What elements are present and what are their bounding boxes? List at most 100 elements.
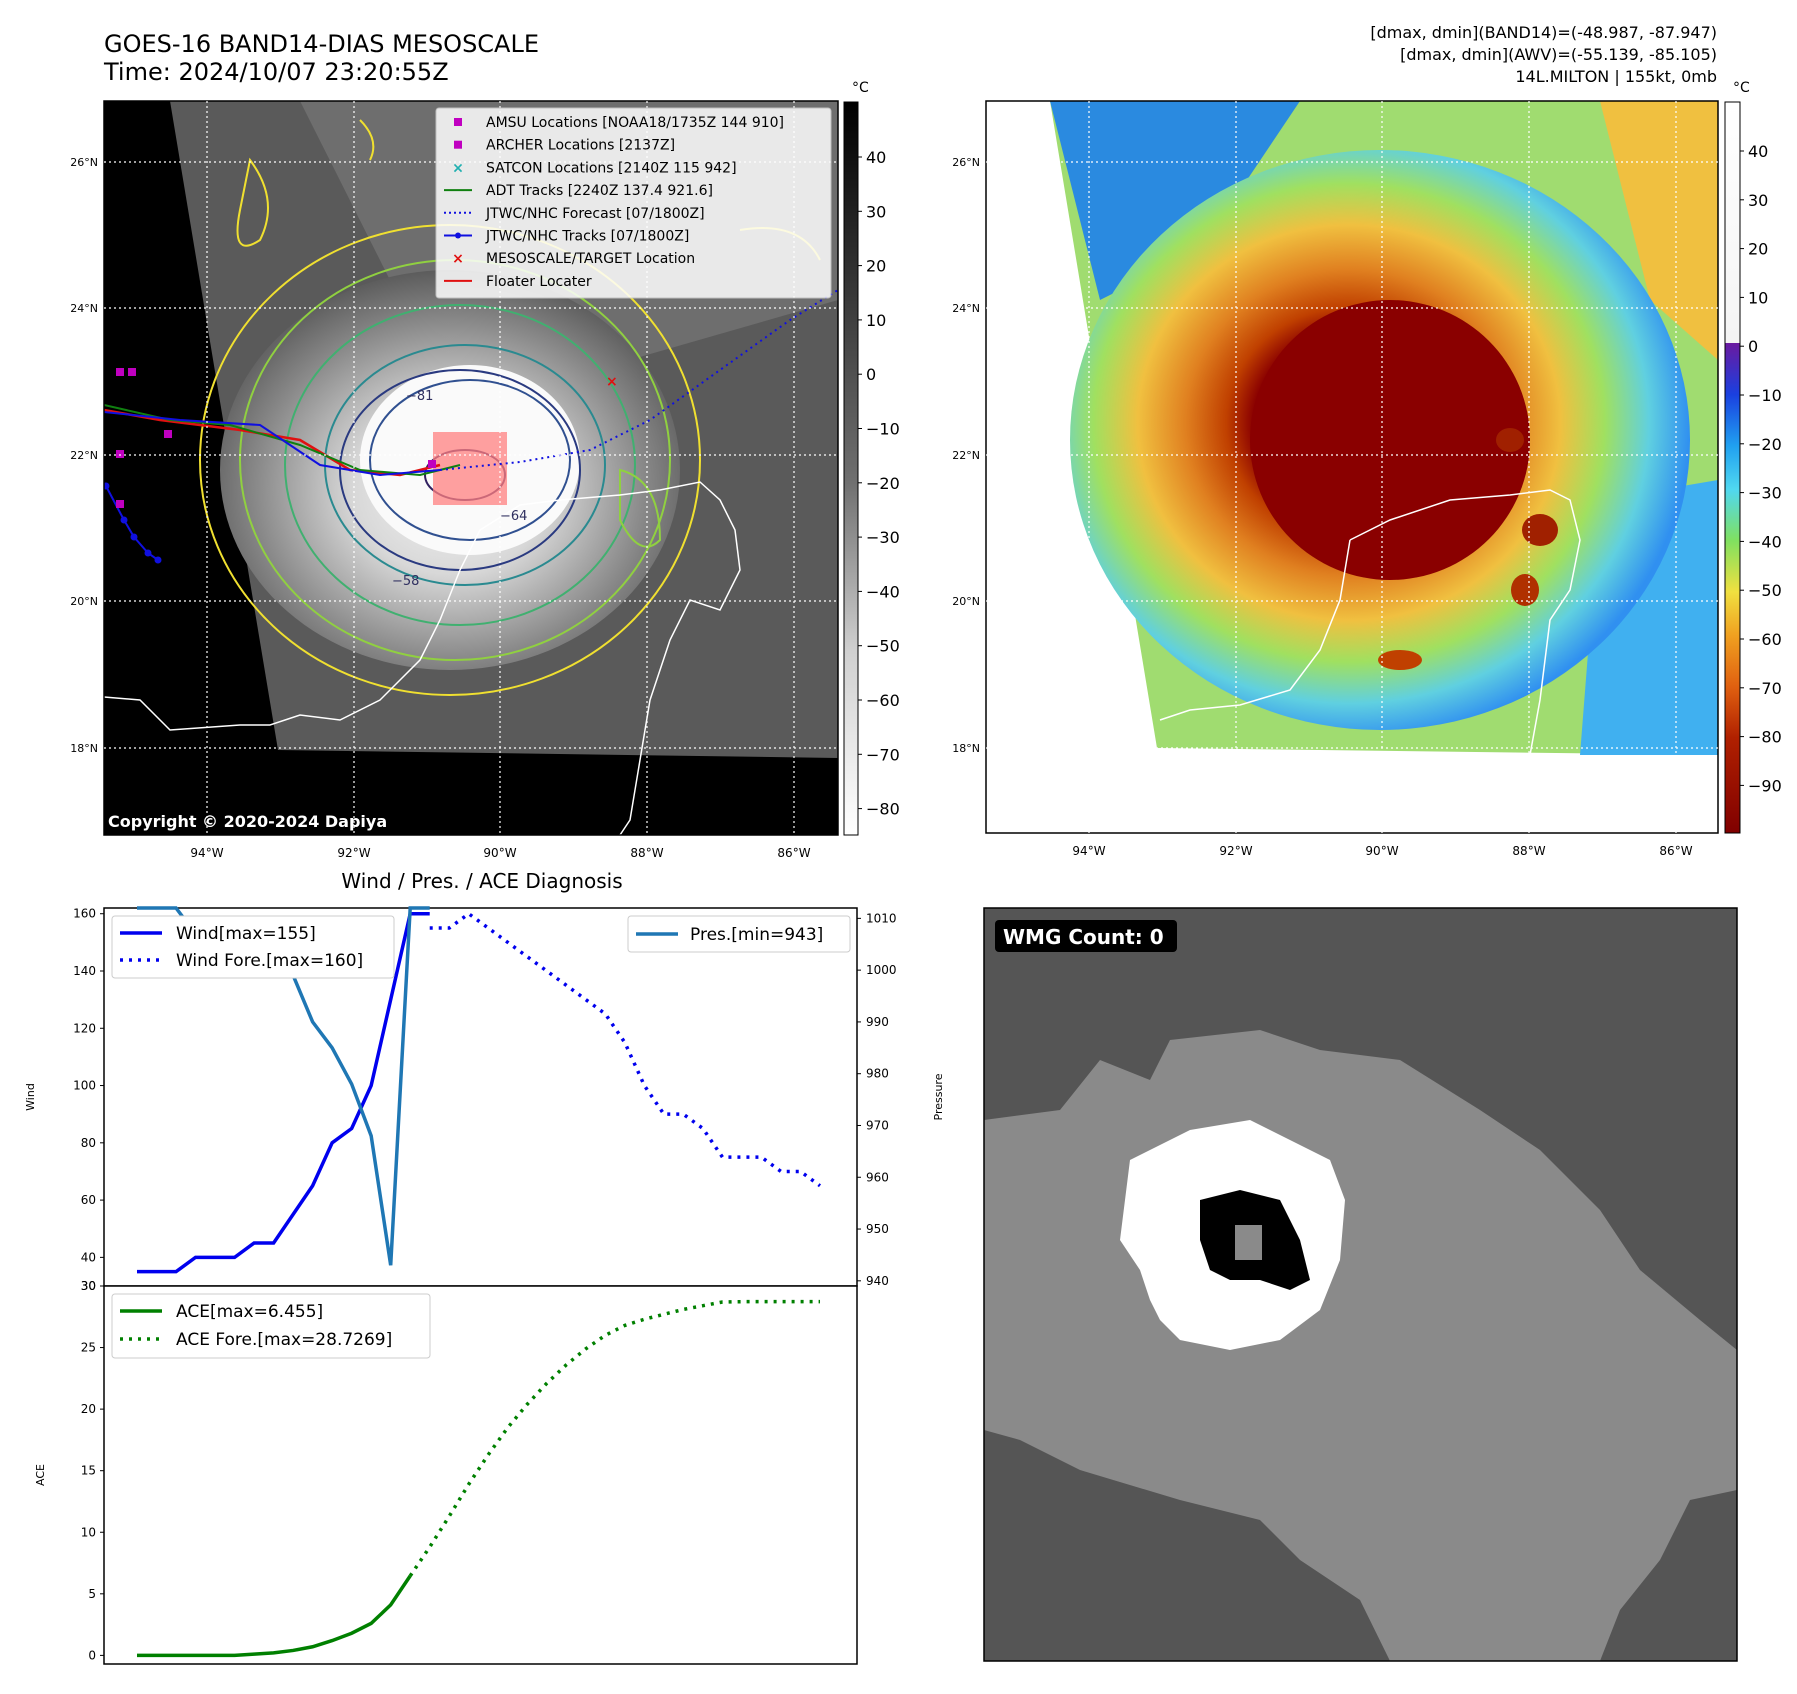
legend-marker-dot xyxy=(455,233,461,239)
lat-tick-label: 24°N xyxy=(952,302,980,315)
colorbar-right-tick-label: 40 xyxy=(1748,142,1768,161)
wind-ytick-label: 80 xyxy=(81,1136,96,1150)
contour-label: −64 xyxy=(500,509,527,524)
colorbar-right-tick-label: −50 xyxy=(1748,581,1782,600)
legend-marker: × xyxy=(452,160,464,176)
lat-tick-label: 22°N xyxy=(952,449,980,462)
copyright-text: Copyright © 2020-2024 Dapiya xyxy=(108,812,387,831)
lon-tick-label: 90°W xyxy=(483,846,516,860)
wmg-count-label: WMG Count: 0 xyxy=(1003,925,1164,949)
pressure-ytick-label: 990 xyxy=(866,1015,889,1029)
lon-tick-label: 92°W xyxy=(1219,844,1252,858)
colorbar-right-unit: °C xyxy=(1733,80,1750,96)
lat-tick-label: 22°N xyxy=(70,449,98,462)
colorbar-left-tick-label: −10 xyxy=(866,420,900,439)
lat-tick-label: 24°N xyxy=(70,302,98,315)
pressure-ytick-label: 960 xyxy=(866,1170,889,1184)
wmg-panel: WMG Count: 0 xyxy=(984,908,1737,1661)
colorbar-left-tick-label: −70 xyxy=(866,745,900,764)
legend-box xyxy=(436,108,831,298)
colorbar-left-tick-label: −30 xyxy=(866,528,900,547)
wind-ytick-label: 120 xyxy=(73,1021,96,1035)
legend-label: JTWC/NHC Tracks [07/1800Z] xyxy=(485,229,689,245)
figure-time: Time: 2024/10/07 23:20:55Z xyxy=(103,58,449,86)
ace-ytick-label: 25 xyxy=(81,1341,96,1355)
colorbar-right-tick-label: −30 xyxy=(1748,484,1782,503)
legend-marker xyxy=(454,141,462,149)
colorbar-left-tick-label: −60 xyxy=(866,691,900,710)
pressure-ytick-label: 940 xyxy=(866,1274,889,1288)
ace-ytick-label: 15 xyxy=(81,1464,96,1478)
lat-tick-label: 26°N xyxy=(952,156,980,169)
ace-legend: ACE[max=6.455] ACE Fore.[max=28.7269] xyxy=(112,1294,430,1358)
colorbar-right-tick-label: −20 xyxy=(1748,435,1782,454)
lon-tick-label: 94°W xyxy=(1072,844,1105,858)
ace-ytick-label: 5 xyxy=(88,1587,96,1601)
legend-label: ACE Fore.[max=28.7269] xyxy=(176,1330,392,1350)
colorbar-right-tick-label: 10 xyxy=(1748,288,1768,307)
colorbar-right-tick-label: −70 xyxy=(1748,679,1782,698)
lon-tick-label: 86°W xyxy=(1659,844,1692,858)
colorbar-right-tick-label: −60 xyxy=(1748,630,1782,649)
ace-ytick-label: 30 xyxy=(81,1279,96,1293)
colorbar-left-tick-label: 30 xyxy=(866,202,886,221)
pressure-axis-label: Pressure xyxy=(932,1073,945,1120)
legend-label: Wind[max=155] xyxy=(176,924,316,944)
contour-label: −81 xyxy=(406,389,433,404)
legend-label: JTWC/NHC Forecast [07/1800Z] xyxy=(485,206,705,222)
colorbar-left-tick-label: 0 xyxy=(866,365,876,384)
pressure-ytick-label: 1010 xyxy=(866,911,897,925)
colorbar-right xyxy=(1725,102,1740,833)
lat-tick-label: 18°N xyxy=(952,742,980,755)
legend-label: MESOSCALE/TARGET Location xyxy=(486,251,695,267)
legend-label: Wind Fore.[max=160] xyxy=(176,951,363,971)
wind-legend: Wind[max=155] Wind Fore.[max=160] xyxy=(112,916,394,978)
lon-tick-label: 94°W xyxy=(190,846,223,860)
diagnosis-title: Wind / Pres. / ACE Diagnosis xyxy=(341,869,622,893)
dmax-band14: [dmax, dmin](BAND14)=(-48.987, -87.947) xyxy=(1370,23,1717,42)
legend-label: ADT Tracks [2240Z 137.4 921.6] xyxy=(486,183,713,199)
wind-ytick-label: 60 xyxy=(81,1193,96,1207)
pressure-legend: Pres.[min=943] xyxy=(628,916,850,952)
colorbar-left-tick-label: 20 xyxy=(866,257,886,276)
legend-label: ARCHER Locations [2137Z] xyxy=(486,138,675,154)
colorbar-right-tick-label: 0 xyxy=(1748,337,1758,356)
storm-info: 14L.MILTON | 155kt, 0mb xyxy=(1515,67,1717,86)
lon-tick-label: 90°W xyxy=(1365,844,1398,858)
wind-ytick-label: 100 xyxy=(73,1079,96,1093)
legend-marker: × xyxy=(452,251,464,267)
colorbar-left-tick-label: −80 xyxy=(866,800,900,819)
legend-label: ACE[max=6.455] xyxy=(176,1302,323,1322)
colorbar-left xyxy=(844,102,858,835)
wind-ytick-label: 40 xyxy=(81,1250,96,1264)
lat-tick-label: 26°N xyxy=(70,156,98,169)
lat-tick-label: 18°N xyxy=(70,742,98,755)
pressure-ytick-label: 950 xyxy=(866,1222,889,1236)
colorbar-left-unit: °C xyxy=(852,80,869,96)
ace-ytick-label: 10 xyxy=(81,1525,96,1539)
wind-axis-label: Wind xyxy=(24,1083,37,1111)
pressure-ytick-label: 970 xyxy=(866,1118,889,1132)
legend-label: SATCON Locations [2140Z 115 942] xyxy=(486,160,737,176)
colorbar-left-tick-label: −50 xyxy=(866,637,900,656)
lon-tick-label: 88°W xyxy=(630,846,663,860)
colorbar-left-tick-label: 40 xyxy=(866,148,886,167)
lon-tick-label: 88°W xyxy=(1512,844,1545,858)
contour-label: −58 xyxy=(392,574,419,589)
wind-ytick-label: 140 xyxy=(73,964,96,978)
awv-map xyxy=(986,101,1718,833)
legend-marker xyxy=(454,118,462,126)
svg-text:×: × xyxy=(606,374,618,390)
colorbar-right-tick-label: −40 xyxy=(1748,532,1782,551)
colorbar-right-tick-label: −80 xyxy=(1748,728,1782,747)
legend-label: Floater Locater xyxy=(486,274,592,290)
lat-tick-label: 20°N xyxy=(952,595,980,608)
colorbar-right-tick-label: −90 xyxy=(1748,776,1782,795)
colorbar-left-tick-label: 10 xyxy=(866,311,886,330)
ace-ytick-label: 20 xyxy=(81,1402,96,1416)
pressure-ytick-label: 1000 xyxy=(866,963,897,977)
dmax-awv: [dmax, dmin](AWV)=(-55.139, -85.105) xyxy=(1400,45,1717,64)
